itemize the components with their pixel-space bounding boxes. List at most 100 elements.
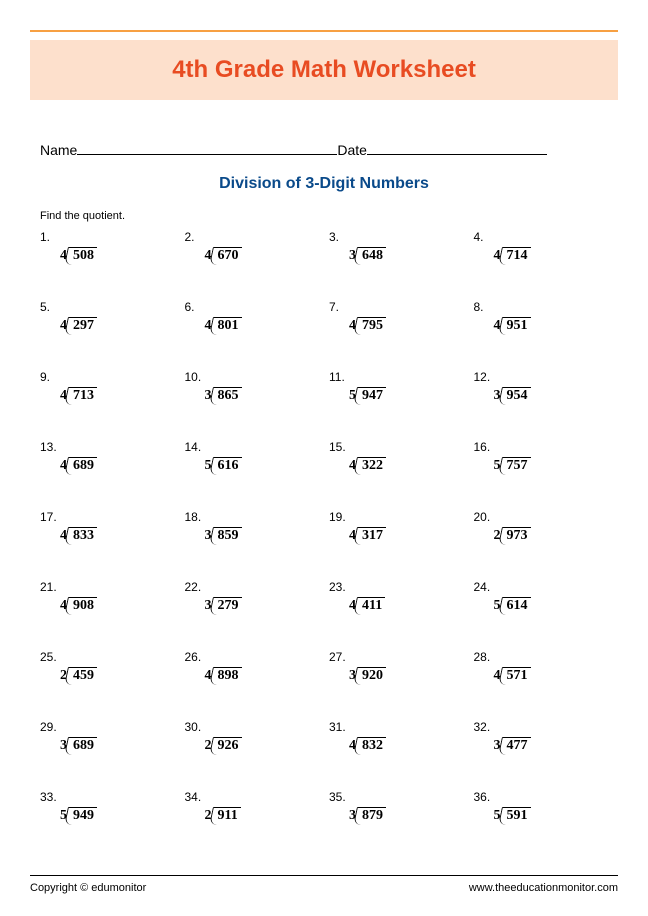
dividend: 411 [358,597,385,614]
problem: 6.4801 [185,300,320,342]
long-division: 3859 [205,527,242,544]
long-division: 3865 [205,387,242,404]
problem-number: 12. [474,370,491,384]
dividend: 951 [503,317,531,334]
dividend: 908 [69,597,97,614]
problem: 24.5614 [474,580,609,622]
long-division: 4322 [349,457,386,474]
dividend: 670 [214,247,242,264]
long-division: 2459 [60,667,97,684]
date-label: Date [337,142,367,158]
dividend: 949 [69,807,97,824]
problem-number: 35. [329,790,346,804]
name-label: Name [40,142,77,158]
long-division: 3920 [349,667,386,684]
long-division: 4951 [494,317,531,334]
worksheet-page: 4th Grade Math Worksheet Name Date Divis… [0,0,648,916]
long-division: 3477 [494,737,531,754]
top-rule [30,30,618,32]
dividend: 795 [358,317,386,334]
problem-number: 31. [329,720,346,734]
dividend: 920 [358,667,386,684]
problem-number: 25. [40,650,57,664]
long-division: 4317 [349,527,386,544]
problem: 28.4571 [474,650,609,692]
problem: 23.4411 [329,580,464,622]
problem: 11. 5947 [329,370,464,412]
dividend: 477 [503,737,531,754]
problem: 33.5949 [40,790,175,832]
date-line[interactable] [367,140,547,155]
long-division: 2973 [494,527,531,544]
long-division: 4411 [349,597,385,614]
long-division: 4908 [60,597,97,614]
long-division: 4670 [205,247,242,264]
dividend: 713 [69,387,97,404]
problem: 17.4833 [40,510,175,552]
problem-number: 33. [40,790,57,804]
dividend: 297 [69,317,97,334]
problem: 14.5616 [185,440,320,482]
problem-number: 23. [329,580,346,594]
problem-number: 8. [474,300,484,314]
problem-number: 1. [40,230,50,244]
dividend: 879 [358,807,386,824]
footer: Copyright © edumonitor www.theeducationm… [30,875,618,894]
name-line[interactable] [77,140,337,155]
problem: 18.3859 [185,510,320,552]
long-division: 3279 [205,597,242,614]
problem: 7.4795 [329,300,464,342]
dividend: 689 [69,457,97,474]
problem: 29.3689 [40,720,175,762]
dividend: 571 [503,667,531,684]
problem-number: 28. [474,650,491,664]
problem: 12.3954 [474,370,609,412]
problem-number: 17. [40,510,57,524]
problem-number: 29. [40,720,57,734]
problem: 10.3865 [185,370,320,412]
problem: 5.4297 [40,300,175,342]
problem-number: 34. [185,790,202,804]
problem: 30.2926 [185,720,320,762]
dividend: 648 [358,247,386,264]
problem-number: 22. [185,580,202,594]
problem-number: 3. [329,230,339,244]
problem-number: 11. [329,370,345,384]
problem: 32.3477 [474,720,609,762]
long-division: 5616 [205,457,242,474]
dividend: 973 [503,527,531,544]
problem: 36.5591 [474,790,609,832]
long-division: 5757 [494,457,531,474]
long-division: 4713 [60,387,97,404]
problem: 21.4908 [40,580,175,622]
problem: 35.3879 [329,790,464,832]
problems-grid: 1.45082.46703.36484.47145.42976.48017.47… [40,230,608,832]
problem: 1.4508 [40,230,175,272]
problem: 22.3279 [185,580,320,622]
long-division: 3648 [349,247,386,264]
instruction-text: Find the quotient. [40,210,125,222]
problem-number: 5. [40,300,50,314]
dividend: 689 [69,737,97,754]
problem-number: 6. [185,300,195,314]
problem-number: 4. [474,230,484,244]
long-division: 3689 [60,737,97,754]
long-division: 5949 [60,807,97,824]
problem: 31.4832 [329,720,464,762]
long-division: 5947 [349,387,386,404]
footer-url: www.theeducationmonitor.com [469,882,618,894]
problem-number: 13. [40,440,57,454]
dividend: 898 [214,667,242,684]
worksheet-subtitle: Division of 3-Digit Numbers [0,175,648,193]
problem-number: 19. [329,510,346,524]
problem-number: 36. [474,790,491,804]
problem-number: 27. [329,650,346,664]
long-division: 4898 [205,667,242,684]
long-division: 4571 [494,667,531,684]
long-division: 2911 [205,807,241,824]
long-division: 3879 [349,807,386,824]
dividend: 459 [69,667,97,684]
problem: 27.3920 [329,650,464,692]
title-band: 4th Grade Math Worksheet [30,40,618,100]
problem-number: 26. [185,650,202,664]
